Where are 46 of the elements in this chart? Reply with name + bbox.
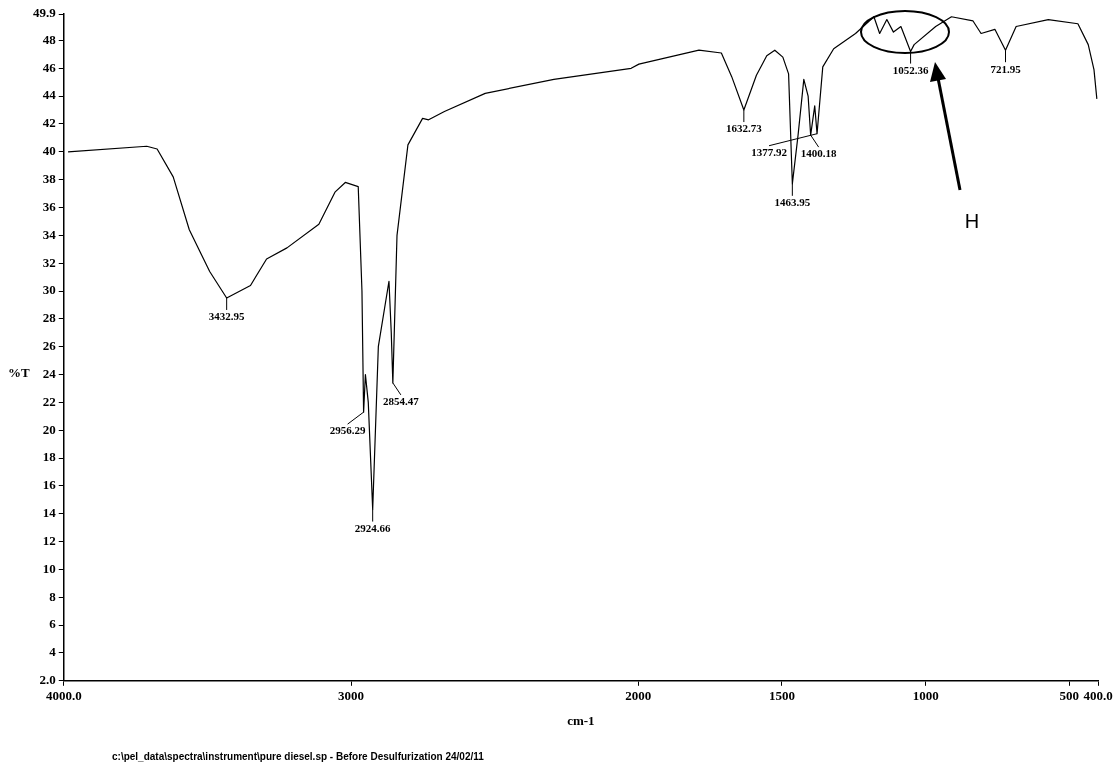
y-tick-label: 48 xyxy=(42,31,57,47)
annotation: 1400.18 xyxy=(800,147,838,160)
y-tick-label: 6 xyxy=(49,616,57,632)
y-tick-label: 4 xyxy=(49,644,57,660)
y-tick-label: 49.9 xyxy=(33,5,57,21)
y-tick-label: 36 xyxy=(42,198,57,214)
x-tick-label: 1000 xyxy=(912,687,939,703)
y-tick-label: 26 xyxy=(42,338,57,354)
text: c:\pel_data\spectra\instrument\pure diesel.sp - Before Desulfurization 24/02/11 xyxy=(112,750,485,762)
y-tick-label: 14 xyxy=(42,505,57,521)
y-tick-label: 38 xyxy=(42,171,57,187)
annotation: 1463.95 xyxy=(774,196,811,209)
y-tick-label: 40 xyxy=(42,143,56,159)
annotation: H xyxy=(964,209,980,232)
annotation: 1052.36 xyxy=(892,63,929,76)
y-tick-label: 18 xyxy=(42,449,57,465)
y-tick-label: 44 xyxy=(42,87,57,103)
annotation: 721.95 xyxy=(990,62,1022,75)
annotation: 1632.73 xyxy=(725,122,763,135)
x-tick-label: 400.0 xyxy=(1083,687,1113,703)
y-tick-label: 22 xyxy=(42,393,56,409)
x-tick-label: 3000 xyxy=(338,687,365,703)
y-tick-label: 8 xyxy=(49,588,57,604)
y-axis-title: %T xyxy=(8,365,30,381)
annotation: 2854.47 xyxy=(382,395,420,408)
annotation: 3432.95 xyxy=(208,310,246,323)
annotation: 2956.29 xyxy=(329,424,366,437)
x-tick-label: 4000.0 xyxy=(45,687,82,703)
x-tick-label: 1500 xyxy=(768,687,795,703)
y-tick-label: 16 xyxy=(42,477,57,493)
y-tick-label: 2.0 xyxy=(39,672,56,688)
y-tick-label: 30 xyxy=(42,282,56,298)
y-tick-label: 46 xyxy=(42,59,57,75)
y-tick-label: 12 xyxy=(42,532,56,548)
x-tick-label: 2000 xyxy=(625,687,652,703)
annotation: 1377.92 xyxy=(751,146,788,159)
x-tick-label: 500 xyxy=(1059,687,1080,703)
y-tick-label: 32 xyxy=(42,254,56,270)
y-tick-label: 34 xyxy=(42,226,57,242)
y-tick-label: 28 xyxy=(42,310,57,326)
y-tick-label: 20 xyxy=(42,421,56,437)
x-axis-title: cm-1 xyxy=(567,712,595,728)
y-tick-label: 10 xyxy=(42,560,56,576)
y-tick-label: 42 xyxy=(42,115,56,131)
y-tick-label: 24 xyxy=(42,365,57,381)
annotation: 2924.66 xyxy=(354,521,392,534)
